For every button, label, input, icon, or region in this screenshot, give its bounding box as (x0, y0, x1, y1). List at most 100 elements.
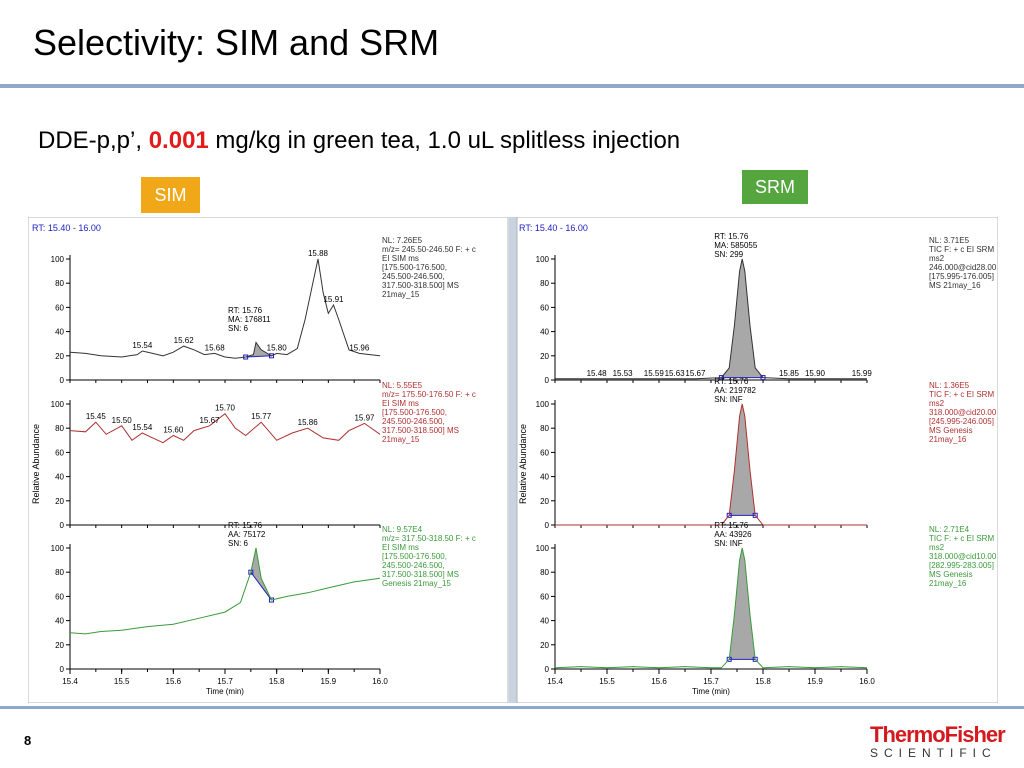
sim-trace-3-info-line: [175.500-176.500, (382, 552, 447, 561)
srm-trace-2-y-tick-label: 80 (540, 424, 549, 433)
sim-trace-2-peak-label: 15.45 (86, 412, 107, 421)
sim-trace-2-peak-label: 15.86 (298, 418, 319, 427)
sim-trace-1-y-tick-label: 60 (55, 303, 64, 312)
sim-panel-frame (28, 217, 509, 703)
sim-trace-2-peak-label: 15.54 (132, 423, 153, 432)
srm-trace-1-peak-label: 15.67 (685, 369, 706, 378)
panel-separator (509, 217, 517, 703)
sim-trace-1-peak-label: 15.91 (323, 295, 344, 304)
srm-trace-1-peak-annotation: SN: 299 (714, 250, 743, 259)
sim-trace-3-info-line: EI SIM ms (382, 543, 419, 552)
srm-trace-1-info-line: 246.000@cid28.00 (929, 263, 997, 272)
sim-trace-2-info-line: [175.500-176.500, (382, 408, 447, 417)
sim-trace-1-peak-label: 15.68 (205, 343, 226, 352)
sim-trace-2-peak-label: 15.60 (163, 425, 184, 434)
srm-trace-1-info-line: ms2 (929, 254, 945, 263)
srm-x-tick-label: 15.9 (807, 677, 823, 686)
logo-wordmark: ThermoFisher (870, 722, 1006, 747)
srm-trace-1-peak-label: 15.99 (852, 369, 873, 378)
sim-x-tick-label: 15.8 (269, 677, 285, 686)
sim-x-tick-label: 15.7 (217, 677, 233, 686)
sim-trace-2-line (69, 412, 381, 444)
srm-trace-1-peak-label: 15.48 (587, 369, 608, 378)
sim-x-tick-label: 15.9 (321, 677, 337, 686)
srm-trace-1-y-tick-label: 60 (540, 303, 549, 312)
sim-rt-range: RT: 15.40 - 16.00 (32, 223, 101, 233)
sim-trace-2-y-tick-label: 100 (51, 400, 65, 409)
srm-x-tick-label: 15.6 (651, 677, 667, 686)
sim-trace-2-info-line: 245.500-246.500, (382, 417, 445, 426)
page-number: 8 (24, 733, 32, 748)
sim-trace-3-peak-annotation: SN: 6 (228, 539, 249, 548)
sim-trace-1-y-tick-label: 20 (55, 352, 64, 361)
srm-trace-1-y-tick-label: 80 (540, 279, 549, 288)
sim-trace-2-peak-label: 15.50 (112, 416, 133, 425)
srm-trace-2-peak-annotation: AA: 219782 (714, 386, 756, 395)
srm-trace-1-info-line: TIC F: + c EI SRM (929, 245, 994, 254)
sim-trace-1-peak-area (245, 342, 272, 358)
srm-trace-3-line (554, 547, 868, 669)
srm-trace-1-info-line: NL: 3.71E5 (929, 236, 970, 245)
sim-trace-1-info-line: [175.500-176.500, (382, 263, 447, 272)
srm-trace-3-info-line: TIC F: + c EI SRM (929, 534, 994, 543)
srm-trace-2-info-line: TIC F: + c EI SRM (929, 390, 994, 399)
slide-title: Selectivity: SIM and SRM (33, 22, 440, 63)
chromatogram-figure: RT: 15.40 - 16.00 Relative Abundance 0 20 40… (28, 217, 998, 703)
srm-trace-2-line (555, 403, 867, 526)
sim-trace-1-peak-baseline (245, 355, 272, 358)
sim-trace-2-peak-label: 15.77 (251, 412, 272, 421)
srm-trace-1-peak-label: 15.85 (779, 369, 800, 378)
srm-trace-1-line (555, 258, 867, 380)
srm-trace-3-y-tick-label: 80 (540, 568, 549, 577)
srm-x-tick-label: 15.5 (599, 677, 615, 686)
sim-trace-1-info-line: m/z= 245.50-246.50 F: + c (382, 245, 476, 254)
sim-trace-1-y-tick-label: 100 (51, 255, 65, 264)
srm-trace-3-peak-area (729, 548, 756, 660)
sim-trace-1-peak-label: 15.88 (308, 249, 329, 258)
srm-trace-3-peak-annotation: SN: INF (714, 539, 743, 548)
srm-trace-1-peak-label: 15.53 (613, 369, 634, 378)
sim-trace-3-peak-annotation: RT: 15.76 (228, 521, 263, 530)
srm-trace-1-info-line: [175.995-176.005] (929, 272, 994, 281)
srm-trace-3-info-line: 318.000@cid10.00 (929, 552, 997, 561)
sim-trace-3-info-line: 317.500-318.500] MS (382, 570, 459, 579)
srm-trace-2-info-line: 21may_16 (929, 435, 967, 444)
sim-trace-1-peak-label: 15.54 (132, 341, 153, 350)
sim-trace-3-info-line: 245.500-246.500, (382, 561, 445, 570)
srm-trace-1-peak-label: 15.63 (665, 369, 686, 378)
footer-divider (0, 706, 1024, 709)
srm-trace-2-y-tick-label: 60 (540, 448, 549, 457)
srm-trace-2-peak-annotation: RT: 15.76 (714, 377, 749, 386)
srm-y-axis-label: Relative Abundance (518, 424, 528, 504)
sim-trace-1-y-tick-label: 40 (55, 328, 64, 337)
sim-trace-2-y-tick-label: 40 (55, 473, 64, 482)
sim-trace-1-y-tick-label: 80 (55, 279, 64, 288)
srm-trace-3-y-tick-label: 0 (545, 665, 550, 674)
srm-rt-range: RT: 15.40 - 16.00 (519, 223, 588, 233)
sim-trace-2-y-tick-label: 20 (55, 497, 64, 506)
slide-subtitle: DDE-p,p’, 0.001 mg/kg in green tea, 1.0 … (38, 127, 680, 155)
srm-trace-2-peak-area (729, 404, 756, 516)
sim-y-axis-label: Relative Abundance (31, 424, 41, 504)
sim-trace-2-peak-label: 15.97 (354, 413, 375, 422)
sim-trace-1-line (69, 258, 381, 359)
srm-trace-3-info-line: 21may_16 (929, 579, 967, 588)
sim-trace-2-info-line: 317.500-318.500] MS (382, 426, 459, 435)
srm-trace-3-y-tick-label: 60 (540, 592, 549, 601)
srm-trace-3-y-tick-label: 20 (540, 641, 549, 650)
sim-x-tick-label: 15.4 (62, 677, 78, 686)
sim-trace-2-y-tick-label: 80 (55, 424, 64, 433)
srm-trace-3-info-line: ms2 (929, 543, 945, 552)
sim-badge: SIM (141, 177, 200, 213)
sim-trace-1-info-line: EI SIM ms (382, 254, 419, 263)
sim-trace-2-peak-label: 15.67 (199, 416, 220, 425)
srm-trace-3-info-line: [282.995-283.005] (929, 561, 994, 570)
title-divider (0, 84, 1024, 88)
sim-trace-2-info-line: NL: 5.55E5 (382, 381, 423, 390)
sim-x-tick-label: 16.0 (372, 677, 388, 686)
sim-trace-1-peak-annotation: RT: 15.76 (228, 306, 263, 315)
srm-trace-2-info-line: MS Genesis (929, 426, 973, 435)
sim-trace-1-info-line: 317.500-318.500] MS (382, 281, 459, 290)
sim-trace-2-y-tick-label: 60 (55, 448, 64, 457)
srm-x-axis-label: Time (min) (692, 687, 730, 696)
